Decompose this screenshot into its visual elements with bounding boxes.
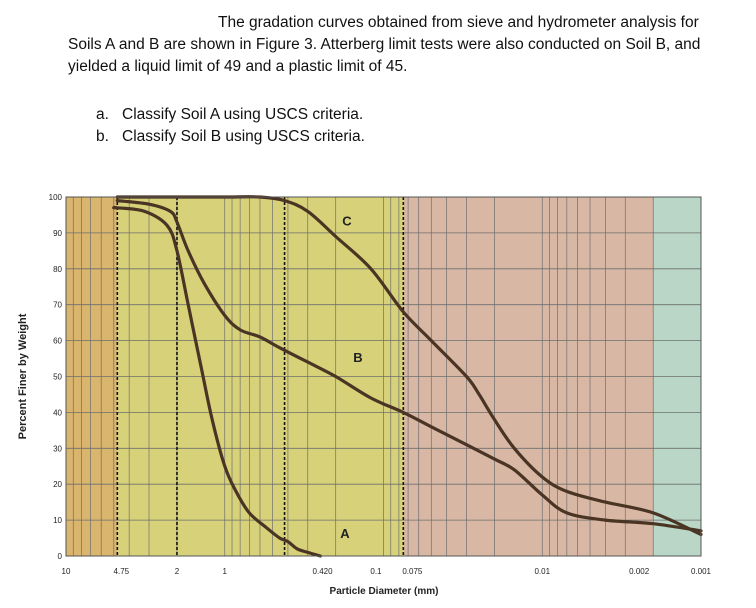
task-marker: b. [96,128,109,145]
y-tick-label: 100 [49,193,63,202]
curve-label-a: A [340,526,350,541]
y-tick-label: 0 [58,552,63,561]
y-tick-label: 10 [53,516,62,525]
problem-intro: The gradation curves obtained from sieve… [68,12,728,78]
x-tick-label: 0.002 [629,567,650,576]
x-tick-label: 10 [62,567,71,576]
x-tick-labels: 10 4.75 2 1 0.420 0.1 0.075 0.01 0.002 0.001 [62,567,712,576]
x-tick-label: 0.1 [370,567,382,576]
task-item: b. Classify Soil B using USCS criteria. [96,126,365,148]
curve-label-b: B [353,350,362,365]
x-tick-label: 0.075 [402,567,423,576]
y-tick-label: 40 [53,408,62,417]
task-text: Classify Soil B using USCS criteria. [122,128,365,145]
task-list: a. Classify Soil A using USCS criteria. b… [96,104,365,148]
x-axis-label: Particle Diameter (mm) [330,586,439,597]
gradation-chart: A B C 0 10 20 30 40 50 60 70 80 90 100 10 4.75 2 1 0.420… [17,193,712,597]
curve-label-c: C [342,214,352,229]
curve-soil-b [115,199,703,533]
task-text: Classify Soil A using USCS criteria. [122,106,364,123]
x-tick-label: 0.01 [534,567,550,576]
y-tick-label: 20 [53,480,62,489]
y-tick-label: 70 [53,301,62,310]
x-tick-label: 4.75 [114,567,130,576]
y-tick-label: 80 [53,265,62,274]
y-tick-label: 50 [53,373,62,382]
x-tick-label: 2 [175,567,180,576]
x-tick-label: 0.001 [691,567,712,576]
x-tick-label: 1 [223,567,228,576]
problem-intro-text: The gradation curves obtained from sieve… [68,14,701,75]
y-tick-labels: 0 10 20 30 40 50 60 70 80 90 100 [49,193,63,561]
task-marker: a. [96,106,109,123]
curve-soil-a [112,205,322,558]
task-item: a. Classify Soil A using USCS criteria. [96,104,365,126]
x-tick-label: 0.420 [313,567,334,576]
curve-labels: A B C [340,214,362,541]
plot-frame [65,196,702,557]
y-tick-label: 60 [53,337,62,346]
y-tick-label: 90 [53,229,62,238]
y-tick-label: 30 [53,444,62,453]
y-axis-label: Percent Finer by Weight [17,313,29,439]
